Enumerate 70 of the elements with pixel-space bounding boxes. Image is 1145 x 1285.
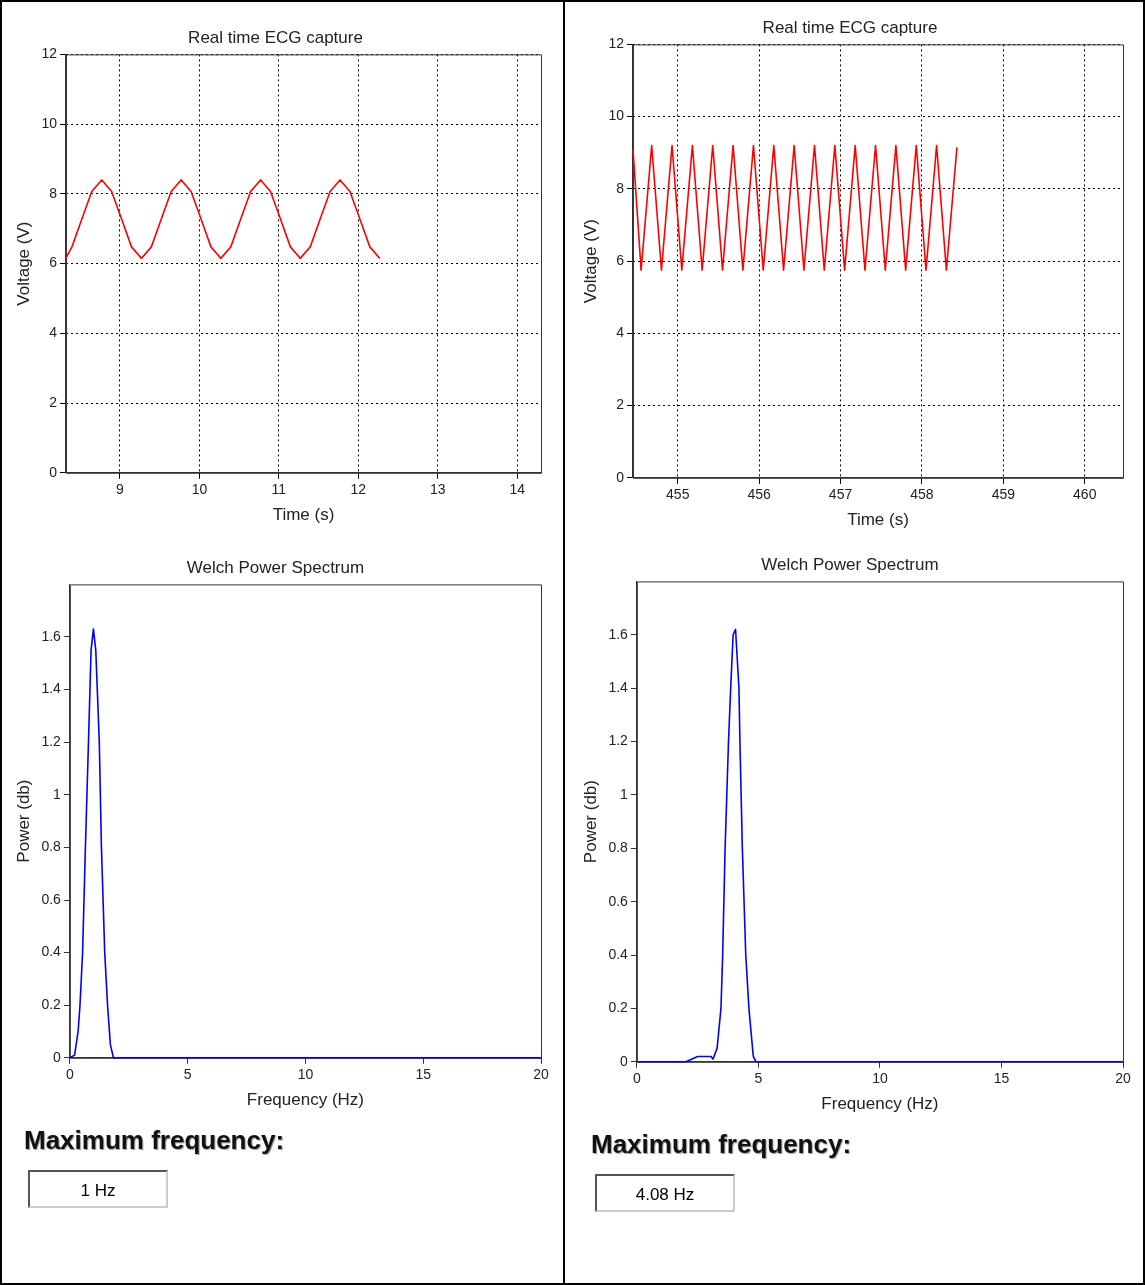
y-tick-label: 0.8 xyxy=(608,839,629,856)
x-tick-label: 15 xyxy=(993,1070,1010,1087)
y-tick-label: 1.2 xyxy=(608,732,629,749)
x-axis-title: Frequency (Hz) xyxy=(246,1090,364,1110)
chart-title: Welch Power Spectrum xyxy=(761,554,939,574)
x-tick-label: 9 xyxy=(116,481,125,498)
x-tick-label: 459 xyxy=(991,486,1016,503)
y-tick-label: 0 xyxy=(620,1052,629,1069)
text: 4.08 Hz xyxy=(595,1174,735,1212)
y-tick-label: 6 xyxy=(49,254,58,271)
text: Maximum frequency: xyxy=(24,1125,286,1156)
x-axis-title: Time (s) xyxy=(272,505,335,525)
y-axis-title: Power (db) xyxy=(13,779,33,863)
x-tick-label: 10 xyxy=(297,1066,314,1083)
x-tick-label: 10 xyxy=(872,1070,888,1087)
y-tick-label: 1.6 xyxy=(41,627,62,644)
x-tick-label: 14 xyxy=(509,481,526,498)
x-tick-label: 5 xyxy=(183,1066,192,1083)
y-tick-label: 0.6 xyxy=(608,892,629,909)
x-tick-label: 20 xyxy=(533,1066,549,1083)
x-tick-label: 0 xyxy=(65,1066,74,1083)
y-tick-label: 0.4 xyxy=(608,945,629,962)
y-tick-label: 0.2 xyxy=(41,996,62,1013)
x-axis-title: Frequency (Hz) xyxy=(821,1094,939,1114)
x-axis-title: Time (s) xyxy=(847,510,909,530)
y-tick-label: 12 xyxy=(608,35,625,52)
x-tick-label: 15 xyxy=(415,1066,432,1083)
y-tick-label: 12 xyxy=(41,45,58,62)
y-tick-label: 1.6 xyxy=(608,625,629,642)
chart-title: Real time ECG capture xyxy=(762,17,938,37)
x-tick-label: 5 xyxy=(754,1070,763,1087)
y-tick-label: 10 xyxy=(41,114,58,131)
y-tick-label: 0.6 xyxy=(41,890,62,907)
y-tick-label: 0.8 xyxy=(41,838,62,855)
y-tick-label: 0 xyxy=(49,463,58,480)
y-tick-label: 0.4 xyxy=(41,943,62,960)
y-tick-label: 1 xyxy=(53,785,62,802)
x-tick-label: 0 xyxy=(632,1070,641,1087)
y-tick-label: 6 xyxy=(616,251,625,268)
chart-title: Real time ECG capture xyxy=(188,27,363,47)
x-tick-label: 10 xyxy=(191,481,208,498)
chart-title: Welch Power Spectrum xyxy=(186,557,365,577)
y-tick-label: 2 xyxy=(49,393,58,410)
y-tick-label: 1.4 xyxy=(608,679,629,696)
y-tick-label: 4 xyxy=(49,324,58,341)
text: 1 Hz xyxy=(28,1170,168,1208)
y-axis-title: Voltage (V) xyxy=(13,221,33,306)
x-tick-label: 11 xyxy=(271,481,287,498)
y-axis-title: Power (db) xyxy=(580,780,600,864)
y-tick-label: 0 xyxy=(616,468,625,485)
y-tick-label: 1 xyxy=(620,785,629,802)
x-tick-label: 455 xyxy=(666,486,690,503)
x-tick-label: 12 xyxy=(350,481,367,498)
y-tick-label: 8 xyxy=(49,184,58,201)
y-tick-label: 2 xyxy=(616,396,625,413)
x-tick-label: 456 xyxy=(747,486,772,503)
y-tick-label: 4 xyxy=(616,324,625,341)
text: Maximum frequency: xyxy=(591,1129,853,1160)
y-tick-label: 8 xyxy=(616,179,625,196)
x-tick-label: 458 xyxy=(910,486,934,503)
x-tick-label: 13 xyxy=(429,481,446,498)
x-tick-label: 20 xyxy=(1115,1070,1131,1087)
y-tick-label: 0 xyxy=(53,1048,62,1065)
y-axis-title: Voltage (V) xyxy=(580,219,600,304)
x-tick-label: 460 xyxy=(1073,486,1097,503)
y-tick-label: 1.2 xyxy=(41,733,62,750)
y-tick-label: 10 xyxy=(608,107,625,124)
x-tick-label: 457 xyxy=(828,486,853,503)
y-tick-label: 0.2 xyxy=(608,999,629,1016)
y-tick-label: 1.4 xyxy=(41,680,62,697)
